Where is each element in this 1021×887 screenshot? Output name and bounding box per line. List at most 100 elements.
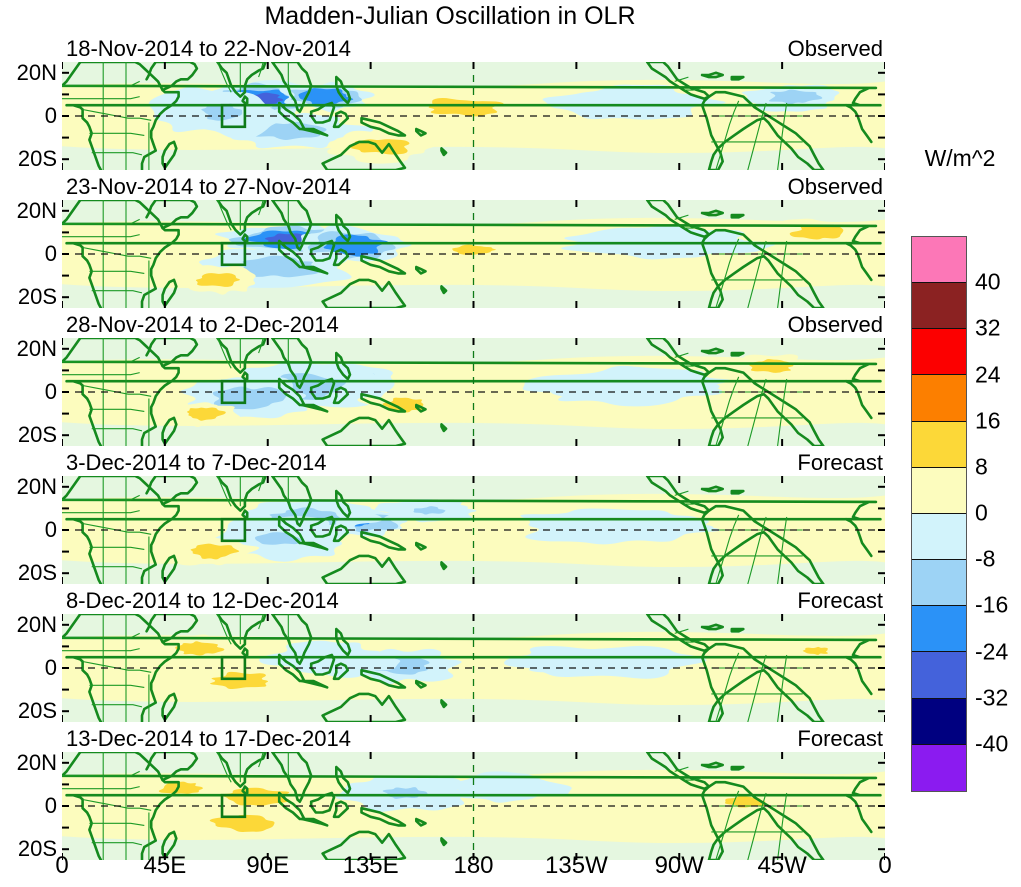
country-border xyxy=(258,476,264,492)
colorbar-band xyxy=(912,421,966,468)
coastline xyxy=(271,752,313,803)
y-axis-tick-label: 20S xyxy=(17,836,57,862)
colorbar-band xyxy=(912,560,966,607)
country-border xyxy=(777,516,788,584)
coastline xyxy=(309,101,336,124)
country-border xyxy=(747,378,767,446)
country-border xyxy=(91,566,143,570)
coastline xyxy=(844,655,873,696)
coastline xyxy=(79,614,180,722)
panel-tick-marks xyxy=(62,476,885,584)
coastline xyxy=(161,830,178,860)
coastline xyxy=(309,791,336,814)
country-border xyxy=(62,648,140,652)
coastline xyxy=(730,351,745,357)
coastline xyxy=(700,623,724,631)
coastline xyxy=(241,509,249,519)
y-axis-tick-label: 20N xyxy=(16,197,57,223)
panel-tick-marks xyxy=(62,62,885,170)
country-border xyxy=(216,338,232,369)
country-border xyxy=(258,614,264,630)
country-border xyxy=(674,628,689,634)
coastline xyxy=(700,485,724,493)
coastline xyxy=(360,530,407,551)
coastline xyxy=(415,541,427,551)
country-border xyxy=(683,777,703,781)
y-axis-tick-label: 20N xyxy=(16,473,57,499)
coastline xyxy=(271,200,313,251)
region-marker-box xyxy=(220,103,247,129)
country-border xyxy=(62,510,140,514)
coastline xyxy=(216,62,267,98)
colorbar-tick-label: -40 xyxy=(975,730,1009,757)
country-border xyxy=(747,792,767,860)
y-axis-tick-label: 20N xyxy=(16,749,57,775)
anomaly-contour xyxy=(307,92,342,102)
coastline xyxy=(216,614,267,650)
coastline xyxy=(300,817,329,827)
country-border xyxy=(62,234,140,238)
panel-status-label: Observed xyxy=(787,174,883,199)
anomaly-contour xyxy=(255,261,303,273)
coastline xyxy=(300,127,329,137)
coastline xyxy=(79,752,180,860)
country-border xyxy=(258,752,264,768)
panel-status-label: Forecast xyxy=(797,588,883,613)
coastline xyxy=(216,476,267,512)
country-border xyxy=(89,546,145,550)
coastline xyxy=(844,793,873,834)
coastline xyxy=(271,476,313,527)
country-border xyxy=(777,378,788,446)
coastline xyxy=(700,780,825,860)
coastline xyxy=(844,517,873,558)
colorbar-tick-label: 0 xyxy=(975,499,988,526)
y-axis-tick-label: 0 xyxy=(44,379,57,404)
country-border xyxy=(258,200,264,216)
coastline xyxy=(332,248,350,267)
map-panel-6: 13-Dec-2014 to 17-Dec-2014 Forecast xyxy=(62,726,885,860)
coastline xyxy=(161,692,178,722)
coastline xyxy=(360,668,407,689)
panel-map-canvas xyxy=(62,338,885,446)
anomaly-contour xyxy=(413,506,446,515)
country-border xyxy=(216,752,232,783)
y-axis-tick-label: 0 xyxy=(44,103,57,128)
coastline xyxy=(145,614,199,644)
colorbar-band xyxy=(912,467,966,514)
x-axis-tick-label: 135E xyxy=(342,852,399,879)
country-border xyxy=(287,752,292,783)
coastline xyxy=(79,476,180,584)
coastline xyxy=(79,200,180,308)
coastline xyxy=(335,213,352,243)
map-panel-5: 8-Dec-2014 to 12-Dec-2014 Forecast xyxy=(62,588,885,722)
country-border xyxy=(777,654,788,722)
y-axis-tick-label: 20N xyxy=(16,611,57,637)
panel-map-canvas xyxy=(62,476,885,584)
coastline xyxy=(145,476,199,506)
panel-tick-marks xyxy=(62,614,885,722)
anomaly-contour xyxy=(206,275,230,285)
coastline xyxy=(321,278,407,308)
country-border xyxy=(715,514,740,584)
colorbar-tick-label: 32 xyxy=(975,314,1001,341)
country-border xyxy=(683,639,703,643)
anomaly-contour xyxy=(802,646,828,655)
coastline xyxy=(700,347,724,355)
country-border xyxy=(89,822,145,826)
coastline xyxy=(241,647,249,657)
y-axis-tick-label: 20S xyxy=(17,560,57,586)
country-border xyxy=(91,842,143,846)
x-axis-tick-label: 90E xyxy=(246,852,290,879)
panel-map-canvas xyxy=(62,614,885,722)
colorbar-band xyxy=(912,329,966,376)
coastline xyxy=(300,403,329,413)
panel-date-range: 3-Dec-2014 to 7-Dec-2014 xyxy=(66,450,327,475)
region-marker-box xyxy=(220,241,247,267)
figure-title: Madden-Julian Oscillation in OLR xyxy=(264,2,636,30)
colorbar-tick-label: 16 xyxy=(975,407,1001,434)
x-axis-tick-label: 45W xyxy=(757,852,807,879)
country-border xyxy=(674,76,689,82)
y-axis-tick-label: 0 xyxy=(44,517,57,542)
country-border xyxy=(91,704,143,708)
country-border xyxy=(258,338,264,354)
